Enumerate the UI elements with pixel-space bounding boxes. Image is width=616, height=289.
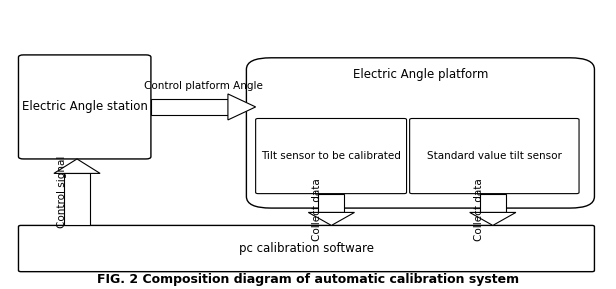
Text: Electric Angle platform: Electric Angle platform [353, 68, 488, 81]
Text: Collect data: Collect data [312, 178, 322, 241]
Text: FIG. 2 Composition diagram of automatic calibration system: FIG. 2 Composition diagram of automatic … [97, 273, 519, 286]
Text: Control signal: Control signal [57, 156, 67, 228]
Text: Standard value tilt sensor: Standard value tilt sensor [427, 151, 562, 161]
Polygon shape [470, 212, 516, 225]
Polygon shape [228, 94, 256, 120]
Bar [64, 173, 90, 225]
Polygon shape [309, 212, 355, 225]
Bar [480, 194, 506, 212]
FancyBboxPatch shape [246, 58, 594, 208]
Text: Control platform Angle: Control platform Angle [144, 81, 262, 91]
Text: Electric Angle station: Electric Angle station [22, 101, 148, 113]
Text: Tilt sensor to be calibrated: Tilt sensor to be calibrated [261, 151, 401, 161]
FancyBboxPatch shape [410, 118, 579, 194]
FancyBboxPatch shape [18, 225, 594, 272]
Bar [318, 194, 344, 212]
Bar [151, 99, 228, 115]
Polygon shape [54, 159, 100, 173]
Text: pc calibration software: pc calibration software [239, 242, 374, 255]
Text: Collect data: Collect data [474, 178, 484, 241]
FancyBboxPatch shape [18, 55, 151, 159]
FancyBboxPatch shape [256, 118, 407, 194]
